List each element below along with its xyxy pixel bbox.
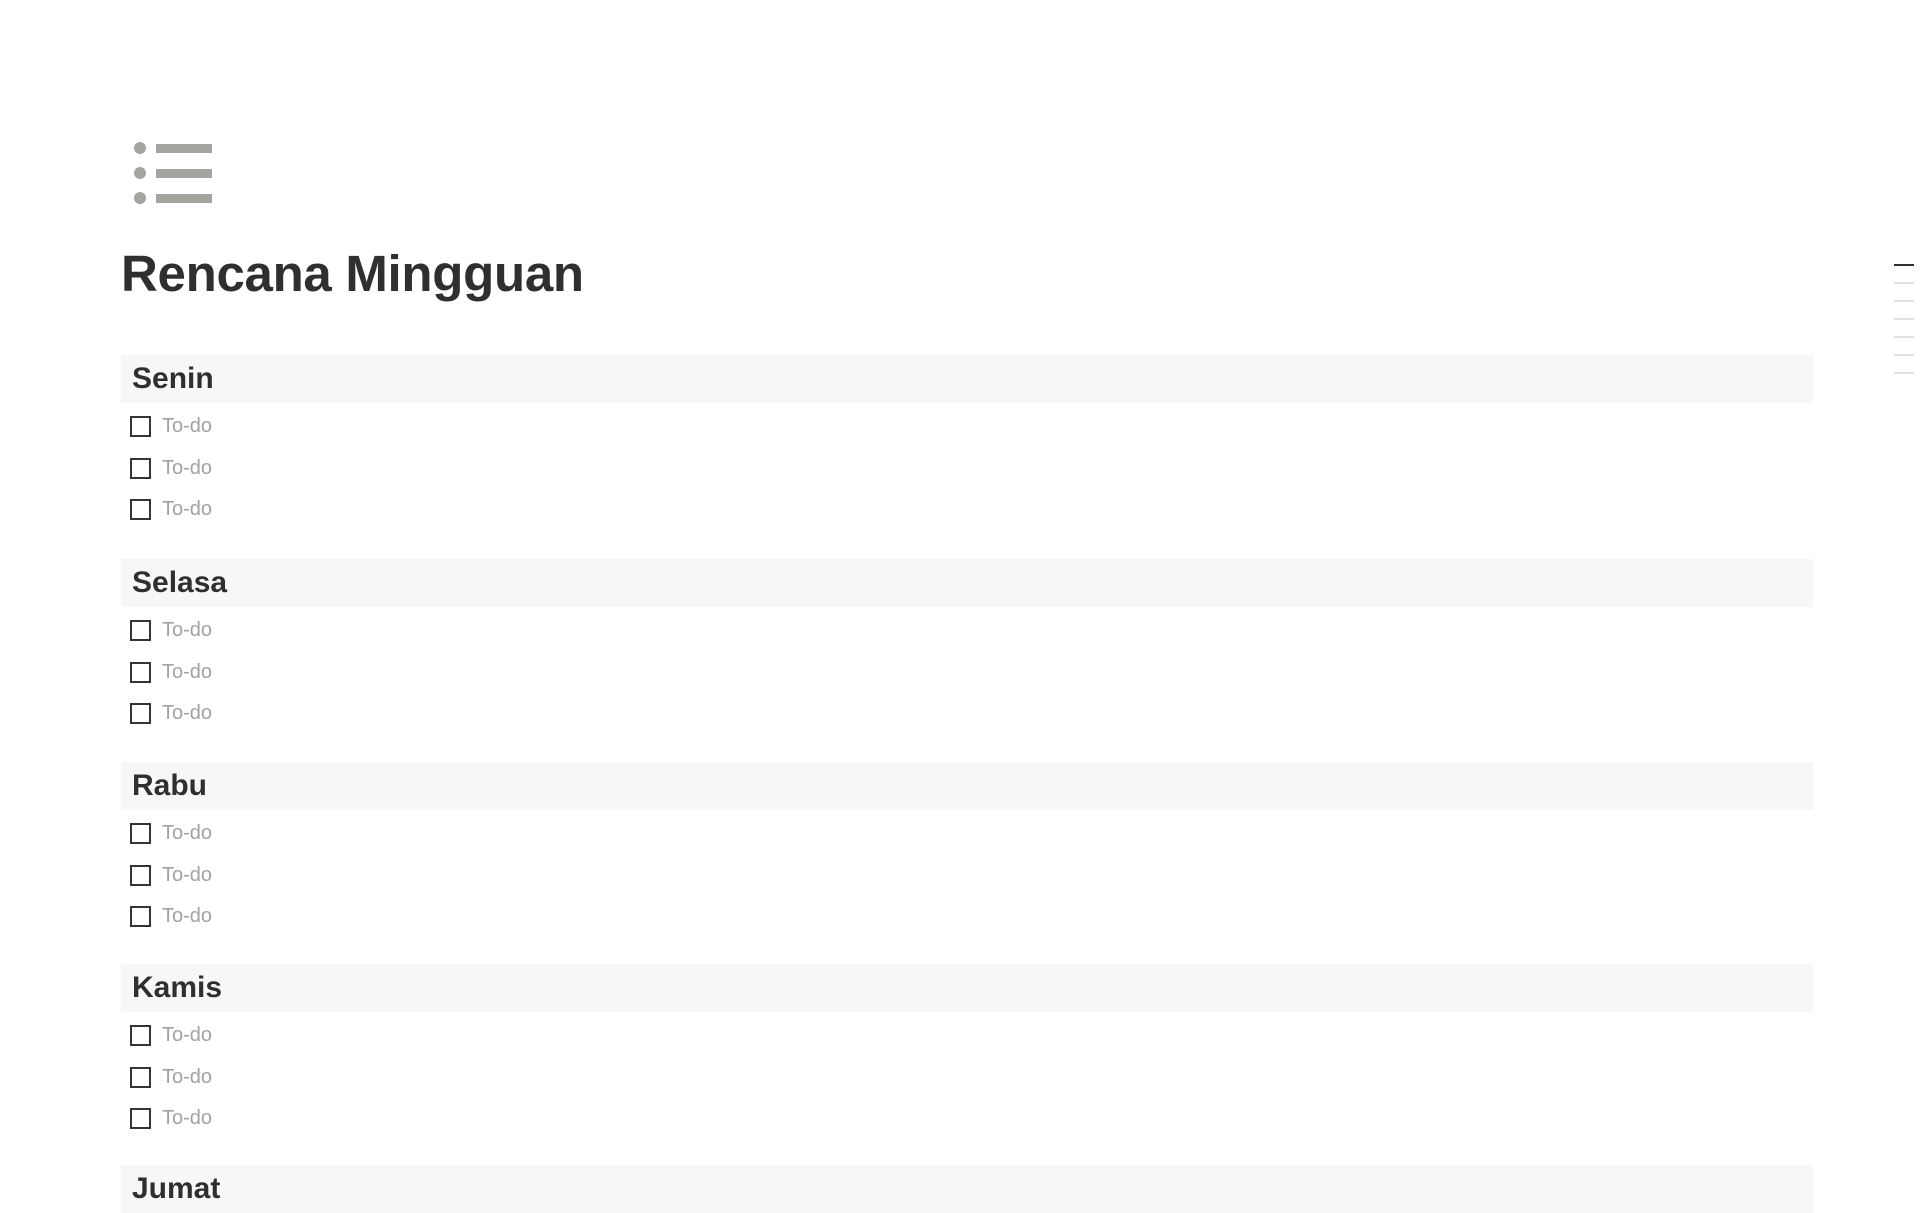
checkbox[interactable] xyxy=(130,416,151,438)
checkbox[interactable] xyxy=(130,1066,151,1088)
todo-text[interactable]: To-do xyxy=(162,1024,213,1047)
todo-item[interactable]: To-do xyxy=(121,1098,1813,1140)
checkbox[interactable] xyxy=(130,1025,151,1047)
section-heading[interactable]: Kamis xyxy=(121,964,1813,1012)
todo-item[interactable]: To-do xyxy=(121,448,1813,490)
todo-item[interactable]: To-do xyxy=(121,693,1813,735)
todo-item[interactable]: To-do xyxy=(121,855,1813,897)
todo-text[interactable]: To-do xyxy=(162,863,213,886)
todo-text[interactable]: To-do xyxy=(162,905,213,928)
checkbox[interactable] xyxy=(130,703,151,725)
day-section: Selasa To-do To-do To-do xyxy=(121,559,1813,735)
todo-text[interactable]: To-do xyxy=(162,456,213,479)
section-heading[interactable]: Senin xyxy=(121,355,1813,403)
todo-text[interactable]: To-do xyxy=(162,498,213,521)
day-section: Jumat xyxy=(121,1165,1813,1213)
checkbox[interactable] xyxy=(130,661,151,683)
checkbox[interactable] xyxy=(130,457,151,479)
toc-line[interactable] xyxy=(1894,318,1914,320)
todo-item[interactable]: To-do xyxy=(121,406,1813,448)
todo-text[interactable]: To-do xyxy=(162,822,213,845)
todo-item[interactable]: To-do xyxy=(121,813,1813,855)
checkbox[interactable] xyxy=(130,906,151,928)
todo-text[interactable]: To-do xyxy=(162,415,213,438)
todo-text[interactable]: To-do xyxy=(162,702,213,725)
todo-item[interactable]: To-do xyxy=(121,1015,1813,1057)
todo-item[interactable]: To-do xyxy=(121,652,1813,694)
toc-line[interactable] xyxy=(1894,300,1914,302)
toc-line[interactable] xyxy=(1894,354,1914,356)
todo-item[interactable]: To-do xyxy=(121,896,1813,938)
checkbox[interactable] xyxy=(130,499,151,521)
table-of-contents[interactable] xyxy=(1894,264,1914,390)
section-heading[interactable]: Rabu xyxy=(121,762,1813,810)
checkbox[interactable] xyxy=(130,620,151,642)
day-section: Rabu To-do To-do To-do xyxy=(121,762,1813,938)
todo-text[interactable]: To-do xyxy=(162,1065,213,1088)
todo-item[interactable]: To-do xyxy=(121,610,1813,652)
day-section: Senin To-do To-do To-do xyxy=(121,355,1813,531)
toc-line[interactable] xyxy=(1894,282,1914,284)
section-heading[interactable]: Jumat xyxy=(121,1165,1813,1213)
bulleted-list-icon[interactable] xyxy=(134,142,212,206)
todo-text[interactable]: To-do xyxy=(162,660,213,683)
checkbox[interactable] xyxy=(130,1108,151,1130)
page-title[interactable]: Rencana Mingguan xyxy=(121,245,584,302)
todo-item[interactable]: To-do xyxy=(121,489,1813,531)
day-section: Kamis To-do To-do To-do xyxy=(121,964,1813,1140)
todo-text[interactable]: To-do xyxy=(162,1107,213,1130)
toc-line[interactable] xyxy=(1894,372,1914,374)
section-heading[interactable]: Selasa xyxy=(121,559,1813,607)
toc-line[interactable] xyxy=(1894,336,1914,338)
checkbox[interactable] xyxy=(130,864,151,886)
todo-item[interactable]: To-do xyxy=(121,1057,1813,1099)
checkbox[interactable] xyxy=(130,823,151,845)
toc-line[interactable] xyxy=(1894,264,1914,266)
todo-text[interactable]: To-do xyxy=(162,619,213,642)
